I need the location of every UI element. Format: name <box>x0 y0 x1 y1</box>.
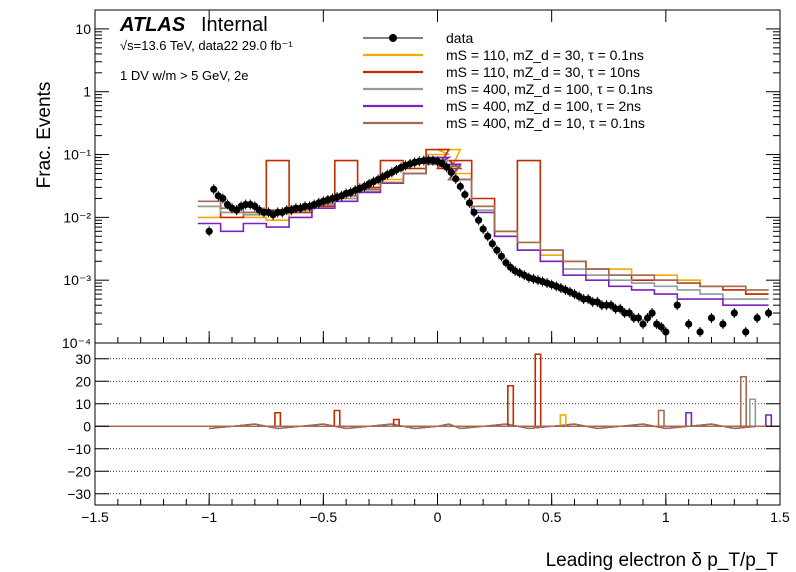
data-point <box>479 225 487 233</box>
data-point <box>673 301 681 309</box>
data-point <box>657 323 665 331</box>
x-tick-label: 0 <box>434 509 442 525</box>
x-tick-label: −0.5 <box>310 509 338 525</box>
top-panel <box>94 9 781 344</box>
axis-layer: −1.5 −1 −0.5 0 0.5 1 1.5 10 1 10⁻¹ 10⁻² 10⁻³ 10⁻⁴30 2… <box>62 10 790 525</box>
y-tick-label-top: 10⁻² <box>63 209 91 225</box>
y-tick-label-bottom: 0 <box>83 418 91 434</box>
data-point <box>685 320 693 328</box>
data-point <box>730 309 738 317</box>
x-tick-label: 0.5 <box>542 509 562 525</box>
legend-label: data <box>446 30 473 46</box>
data-point <box>447 168 455 176</box>
data-point <box>634 314 643 322</box>
ratio-spike <box>507 384 515 427</box>
legend-label: mS = 400, mZ_d = 10, τ = 0.1ns <box>446 115 645 131</box>
y-tick-label-bottom: 10 <box>75 396 91 412</box>
ratio-spike <box>559 414 567 427</box>
ratio-layer <box>95 353 780 430</box>
ratio-spike <box>274 411 282 427</box>
data-point <box>465 199 474 207</box>
data-point <box>219 194 227 203</box>
data-point <box>625 309 633 317</box>
ratio-panel-frame <box>94 342 781 506</box>
status-label: Internal <box>201 14 268 36</box>
x-tick-label: −1.5 <box>81 509 109 525</box>
top-panel-frame <box>94 9 781 344</box>
experiment-label: ATLAS <box>119 14 186 36</box>
x-tick-label: 1 <box>662 509 670 525</box>
x-axis-label: Leading electron δ p_T/p_T <box>546 550 779 571</box>
x-tick-label: −1 <box>201 509 217 525</box>
data-point <box>484 232 492 240</box>
data-point <box>753 314 761 322</box>
x-tick-label: 1.5 <box>770 509 790 525</box>
ratio-spike <box>685 411 693 427</box>
legend-label: mS = 400, mZ_d = 100, τ = 0.1ns <box>446 81 653 97</box>
selection-label: 1 DV w/m > 5 GeV, 2e <box>120 68 249 83</box>
y-tick-label-top: 1 <box>83 84 91 100</box>
legend-label: mS = 400, mZ_d = 100, τ = 2ns <box>446 98 641 114</box>
data-point <box>456 182 464 191</box>
data-point <box>497 252 506 260</box>
data-point <box>648 309 656 317</box>
ratio-spike <box>392 418 400 427</box>
ratio-spike <box>333 409 341 427</box>
data-point <box>443 163 451 171</box>
legend-label: mS = 110, mZ_d = 30, τ = 0.1ns <box>446 47 644 63</box>
y-tick-label-bottom: 30 <box>75 351 91 367</box>
data-point <box>643 314 652 322</box>
data-point <box>210 185 218 193</box>
y-tick-label-top: 10⁻¹ <box>63 147 91 163</box>
ratio-spike <box>657 409 665 427</box>
data-point <box>639 320 647 328</box>
ratio-spike <box>765 414 773 427</box>
data-point <box>616 305 624 313</box>
y-tick-label-bottom: −20 <box>67 463 91 479</box>
data-point <box>470 208 478 216</box>
series-line <box>197 148 769 295</box>
legend-marker <box>389 34 397 42</box>
y-axis-label: Frac. Events <box>34 82 55 189</box>
data-point <box>696 328 704 336</box>
ratio-panel <box>94 342 781 506</box>
data-point <box>475 216 483 224</box>
data-point <box>719 320 727 328</box>
ratio-spike <box>534 353 542 427</box>
ratio-spike <box>739 375 748 427</box>
y-tick-label-top: 10⁻³ <box>63 272 91 288</box>
series-line <box>197 148 769 295</box>
y-tick-label-top: 10 <box>75 21 91 37</box>
data-point <box>452 175 460 183</box>
data-point <box>205 227 213 235</box>
data-point <box>493 246 501 254</box>
data-point <box>502 259 510 267</box>
data-points-layer <box>205 155 773 337</box>
legend-label: mS = 110, mZ_d = 30, τ = 10ns <box>446 64 640 80</box>
data-point <box>742 328 750 336</box>
y-tick-label-bottom: −30 <box>67 486 91 502</box>
y-tick-label-bottom: 20 <box>75 373 91 389</box>
data-point <box>707 314 716 322</box>
y-tick-label-bottom: −10 <box>67 441 91 457</box>
data-point <box>488 240 496 248</box>
energy-lumi-label: √s=13.6 TeV, data22 29.0 fb⁻¹ <box>120 38 293 53</box>
data-point <box>461 191 469 199</box>
y-tick-label-top: 10⁻⁴ <box>62 335 91 351</box>
data-point <box>764 309 773 317</box>
ratio-spike <box>749 398 757 427</box>
